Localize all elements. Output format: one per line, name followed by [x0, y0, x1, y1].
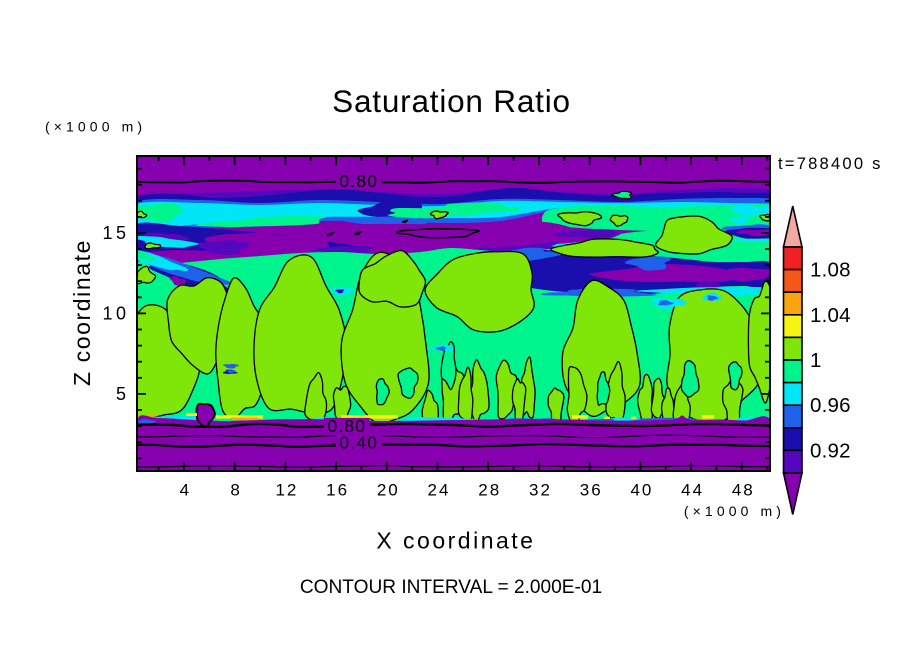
svg-text:Z coordinate: Z coordinate	[69, 239, 95, 386]
svg-text:12: 12	[275, 480, 298, 499]
svg-text:1.04: 1.04	[810, 304, 851, 327]
svg-text:1: 1	[810, 349, 822, 372]
svg-text:44: 44	[681, 480, 704, 499]
svg-text:CONTOUR INTERVAL = 2.000E-01: CONTOUR INTERVAL = 2.000E-01	[300, 577, 602, 598]
svg-text:X coordinate: X coordinate	[376, 528, 535, 554]
svg-text:0.80: 0.80	[339, 171, 378, 191]
svg-text:28: 28	[478, 480, 501, 499]
svg-text:(×1000 m): (×1000 m)	[45, 118, 146, 134]
svg-text:(×1000 m): (×1000 m)	[684, 503, 785, 519]
svg-text:Saturation Ratio: Saturation Ratio	[332, 83, 571, 119]
svg-text:48: 48	[732, 480, 755, 499]
svg-text:16: 16	[326, 480, 349, 499]
svg-text:t=788400 s: t=788400 s	[778, 154, 883, 173]
svg-text:36: 36	[580, 480, 603, 499]
svg-text:5: 5	[116, 384, 130, 404]
svg-text:20: 20	[377, 480, 400, 499]
svg-text:0.96: 0.96	[810, 394, 851, 417]
svg-text:8: 8	[230, 480, 241, 499]
svg-text:32: 32	[529, 480, 552, 499]
svg-text:24: 24	[428, 480, 451, 499]
svg-text:10: 10	[102, 303, 129, 323]
svg-text:40: 40	[630, 480, 653, 499]
svg-text:1.08: 1.08	[810, 259, 851, 282]
svg-text:0.80: 0.80	[327, 416, 366, 436]
svg-text:0.92: 0.92	[810, 439, 851, 462]
svg-text:15: 15	[102, 223, 129, 243]
svg-text:4: 4	[180, 480, 191, 499]
svg-text:0.40: 0.40	[339, 433, 378, 453]
